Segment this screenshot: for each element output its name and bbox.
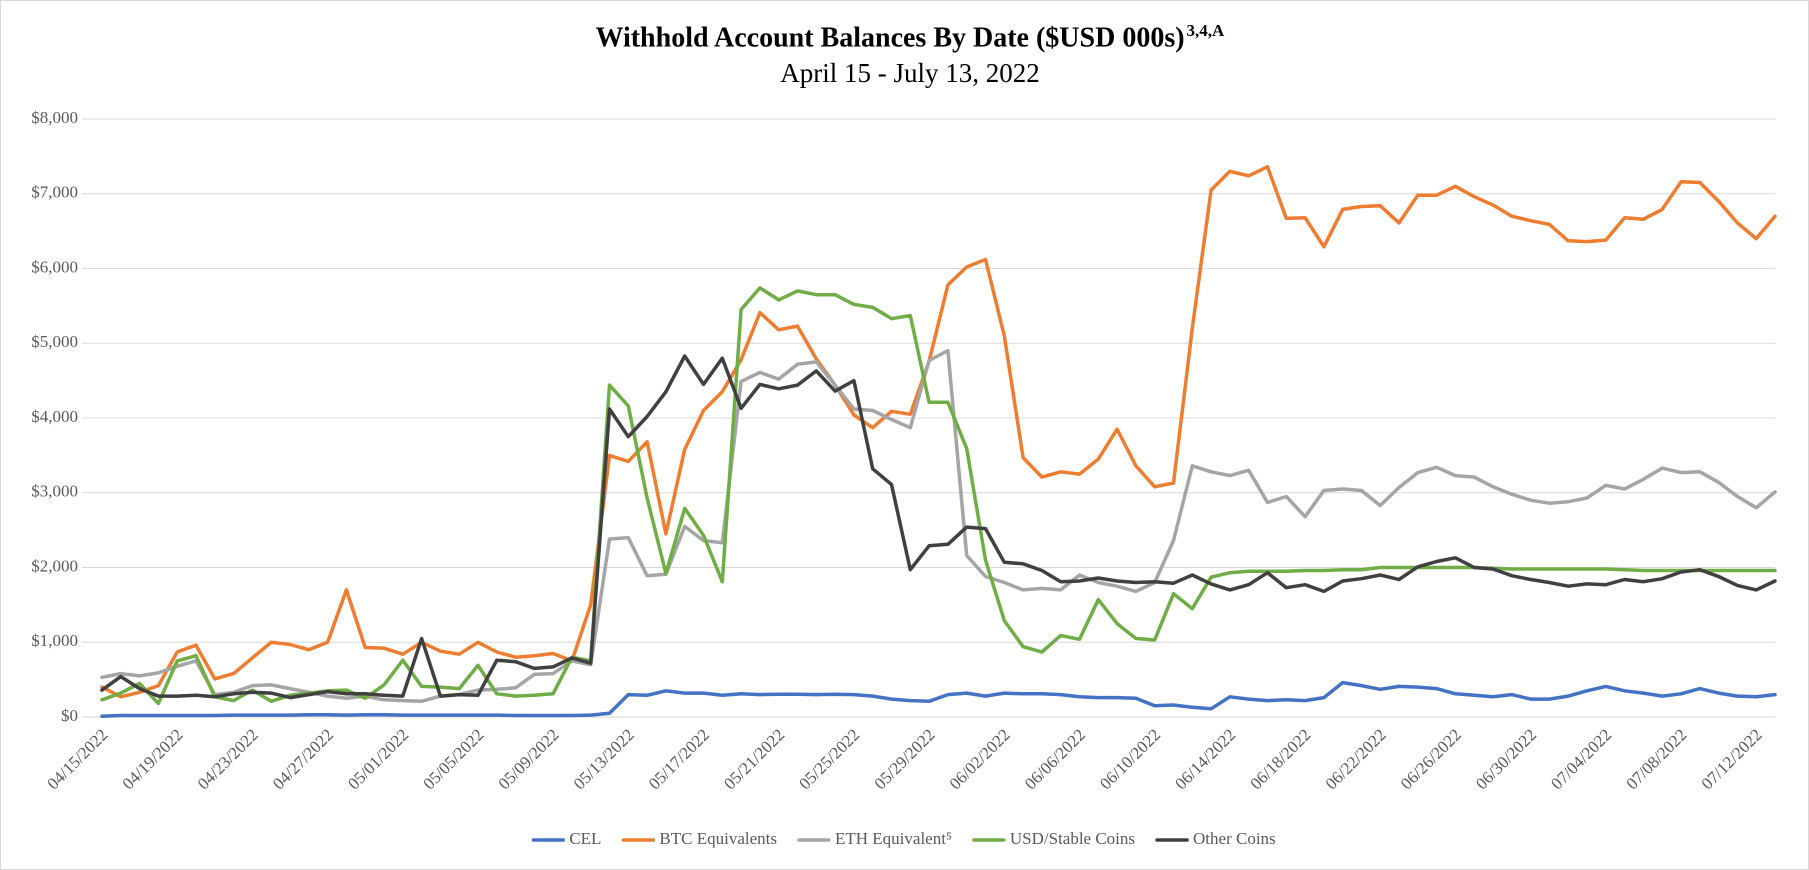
series-line	[100, 165, 1777, 699]
series-line	[100, 354, 1777, 700]
legend-label: BTC Equivalents	[659, 829, 777, 848]
legend-label: CEL	[569, 829, 601, 848]
title-superscript: 3,4,A	[1187, 21, 1226, 40]
y-tick-label: $3,000	[31, 482, 78, 501]
chart-subtitle: April 15 - July 13, 2022	[780, 58, 1040, 88]
series-line	[100, 348, 1777, 704]
y-tick-label: $4,000	[31, 407, 78, 426]
series-line	[100, 680, 1777, 719]
legend-label: USD/Stable Coins	[1010, 829, 1135, 848]
y-tick-label: $2,000	[31, 556, 78, 575]
y-tick-label: $7,000	[31, 183, 78, 202]
legend-label: ETH Equivalent⁵	[835, 829, 952, 848]
y-tick-label: $1,000	[31, 631, 78, 650]
y-tick-label: $0	[61, 706, 78, 725]
y-tick-label: $5,000	[31, 332, 78, 351]
y-tick-label: $6,000	[31, 257, 78, 276]
chart-title: Withhold Account Balances By Date ($USD …	[595, 22, 1184, 53]
legend-label: Other Coins	[1193, 829, 1276, 848]
y-tick-label: $8,000	[31, 108, 78, 127]
